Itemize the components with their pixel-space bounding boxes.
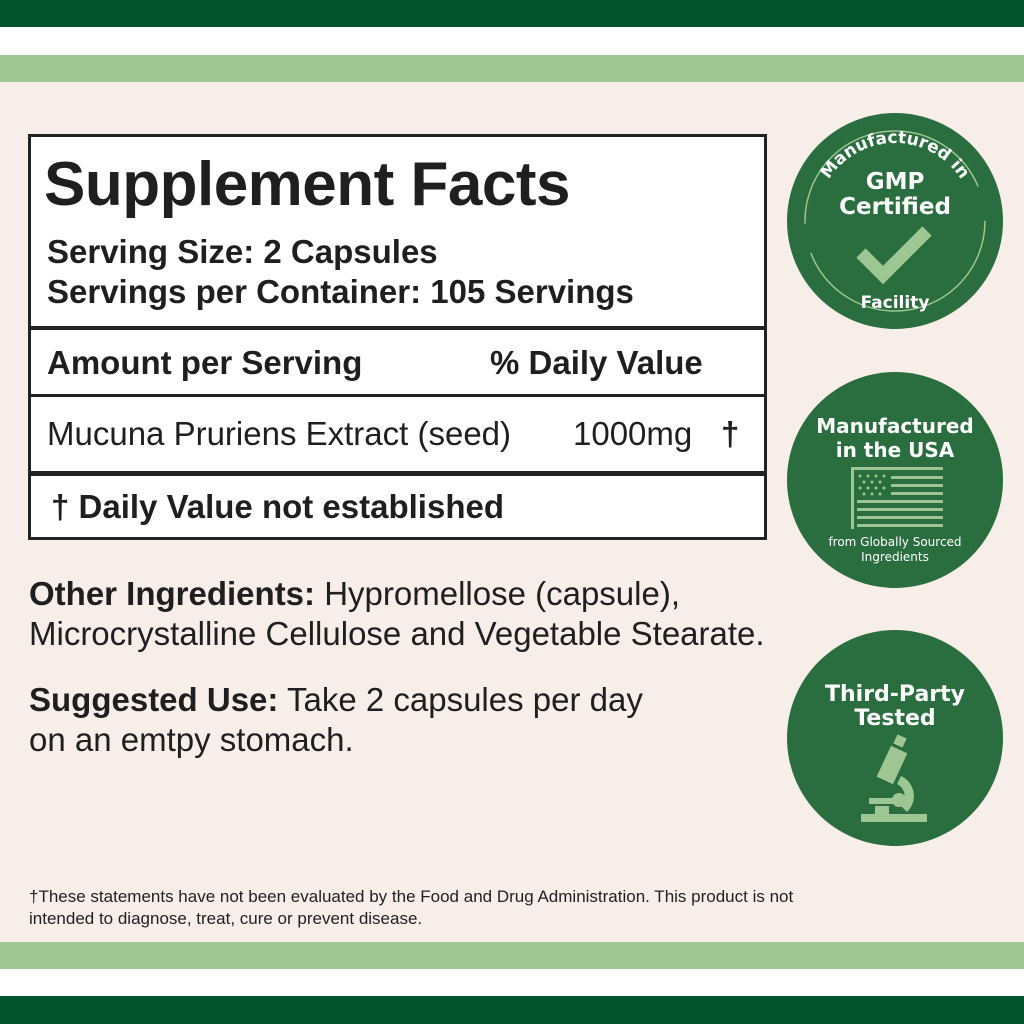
fda-disclaimer: †These statements have not been evaluate… (29, 886, 793, 930)
checkmark-icon (856, 226, 932, 285)
third-party-tested-badge: Third-Party Tested (787, 630, 1003, 846)
header-row: Amount per Serving % Daily Value (31, 326, 764, 394)
dv-mark: † (721, 415, 740, 452)
other-ingredients-label: Other Ingredients: (29, 575, 316, 612)
disclaimer-line1: †These statements have not been evaluate… (29, 887, 794, 906)
ingredient-amount: 1000mg (573, 415, 693, 452)
suggested-use: Suggested Use: Take 2 capsules per day o… (29, 680, 643, 760)
top-dark-band (0, 0, 1024, 27)
us-flag-icon (851, 467, 943, 529)
suggested-use-line2: on an emtpy stomach. (29, 721, 354, 758)
top-light-band (0, 55, 1024, 82)
other-ingredients-line2: Microcrystalline Cellulose and Vegetable… (29, 615, 765, 652)
servings-per-container: Servings per Container: 105 Servings (47, 273, 634, 310)
suggested-use-line1: Take 2 capsules per day (278, 681, 643, 718)
disclaimer-line2: intended to diagnose, treat, cure or pre… (29, 909, 423, 928)
tested-title: Tested (854, 706, 936, 731)
badge-ring: Manufactured in (804, 128, 986, 312)
usa-sub-1: from Globally Sourced (828, 535, 962, 549)
gmp-certified-badge: Manufactured in GMP Certified Facility (787, 113, 1003, 329)
third-party-title: Third-Party (824, 682, 966, 707)
usa-title-1: Manufactured (816, 414, 974, 438)
made-in-usa-badge: Manufactured in the USA from Globally So… (787, 372, 1003, 588)
ingredient-row: Mucuna Pruriens Extract (seed) 1000mg † (31, 394, 764, 471)
bottom-dark-band (0, 996, 1024, 1024)
supplement-facts-panel: Supplement Facts Serving Size: 2 Capsule… (28, 134, 767, 540)
microscope-icon (861, 734, 927, 822)
ingredient-name: Mucuna Pruriens Extract (seed) (47, 415, 512, 452)
certified-title: Certified (839, 194, 951, 220)
suggested-use-label: Suggested Use: (29, 681, 279, 718)
other-ingredients: Other Ingredients: Hypromellose (capsule… (29, 574, 765, 654)
dv-header: % Daily Value (490, 344, 703, 381)
facility-text: Facility (860, 293, 930, 313)
footnote-row: † Daily Value not established (31, 471, 764, 540)
facts-title: Supplement Facts (44, 150, 571, 219)
usa-sub-2: Ingredients (861, 550, 929, 564)
serving-size: Serving Size: 2 Capsules (47, 233, 438, 270)
amount-header: Amount per Serving (47, 344, 363, 381)
other-ingredients-line1: Hypromellose (capsule), (315, 575, 680, 612)
usa-title-2: in the USA (835, 438, 955, 462)
top-white-band (0, 27, 1024, 55)
dv-footnote: † Daily Value not established (51, 488, 504, 525)
bottom-light-band (0, 942, 1024, 969)
gmp-title: GMP (865, 169, 925, 195)
bottom-white-band (0, 969, 1024, 996)
